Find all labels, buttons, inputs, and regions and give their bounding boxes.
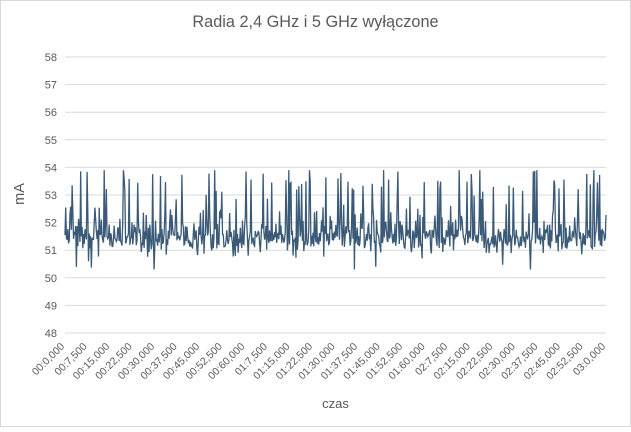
svg-text:51: 51 bbox=[45, 245, 57, 257]
svg-text:57: 57 bbox=[45, 80, 57, 92]
svg-text:58: 58 bbox=[45, 52, 57, 64]
svg-text:50: 50 bbox=[45, 273, 57, 285]
svg-text:48: 48 bbox=[45, 328, 57, 340]
svg-text:Radia 2,4 GHz i 5 GHz wyłączon: Radia 2,4 GHz i 5 GHz wyłączone bbox=[192, 13, 438, 31]
svg-text:54: 54 bbox=[45, 162, 57, 174]
svg-text:53: 53 bbox=[45, 190, 57, 202]
svg-text:55: 55 bbox=[45, 135, 57, 147]
svg-text:56: 56 bbox=[45, 107, 57, 119]
svg-text:52: 52 bbox=[45, 218, 57, 230]
svg-text:mA: mA bbox=[12, 183, 28, 205]
svg-text:49: 49 bbox=[45, 300, 57, 312]
svg-text:czas: czas bbox=[322, 396, 349, 411]
